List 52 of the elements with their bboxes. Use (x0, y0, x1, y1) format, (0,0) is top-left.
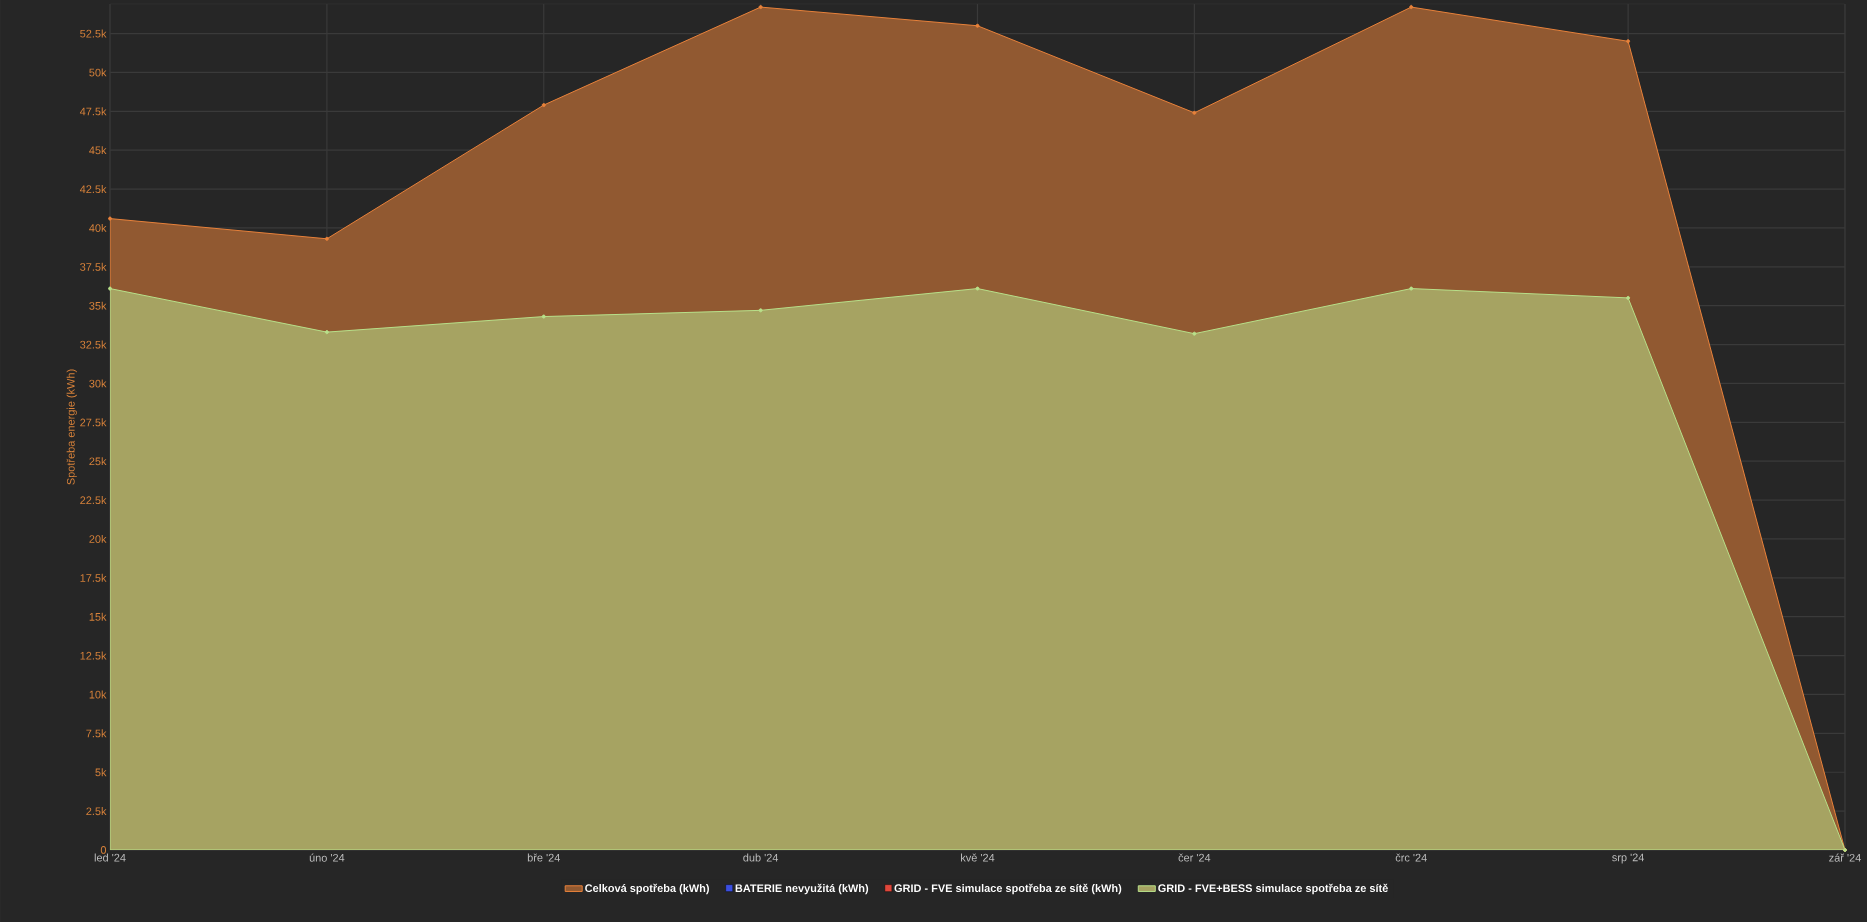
y-tick-label: 17.5k (80, 573, 107, 582)
legend-label: GRID - FVE+BESS simulace spotřeba ze sítě (1158, 883, 1388, 895)
x-tick-label: úno '24 (309, 853, 345, 862)
legend-label: GRID - FVE simulace spotřeba ze sítě (kWh) (894, 883, 1122, 895)
x-tick-label: zář '24 (1829, 853, 1861, 862)
y-tick-label: 52.5k (80, 29, 107, 38)
y-tick-label: 12.5k (80, 651, 107, 660)
point (1409, 286, 1414, 291)
x-tick-label: srp '24 (1612, 853, 1645, 864)
y-tick-label: 5k (95, 768, 107, 777)
x-tick-label: čer '24 (1178, 853, 1211, 862)
point (1192, 110, 1197, 115)
y-tick-label: 25k (89, 457, 107, 466)
point (758, 308, 763, 313)
point (324, 330, 329, 335)
point (541, 103, 546, 108)
x-tick-label: led '24 (94, 853, 126, 862)
y-tick-label: 22.5k (80, 496, 107, 505)
y-tick-label: 2.5k (86, 807, 107, 816)
point (1409, 5, 1414, 10)
x-tick-label: bře '24 (527, 853, 560, 862)
y-tick-label: 37.5k (80, 262, 107, 271)
x-tick-label: črc '24 (1395, 853, 1427, 862)
y-tick-label: 50k (89, 68, 107, 77)
y-tick-label: 15k (89, 612, 107, 621)
x-tick-label: dub '24 (743, 853, 779, 862)
point (758, 5, 763, 10)
point (975, 286, 980, 291)
x-tick-label: kvě '24 (961, 853, 995, 862)
point (1626, 295, 1631, 300)
y-tick-label: 10k (89, 690, 107, 699)
point (324, 236, 329, 241)
y-tick-label: 35k (89, 301, 107, 310)
y-tick-label: 27.5k (80, 418, 107, 427)
point (108, 216, 113, 221)
y-tick-label: 20k (89, 534, 107, 543)
y-tick-label: 0 (100, 846, 107, 854)
y-tick-label: 45k (89, 146, 107, 155)
y-tick-label: 30k (89, 379, 107, 388)
point (108, 286, 113, 291)
point (1192, 331, 1197, 336)
y-tick-label: 32.5k (80, 340, 107, 349)
y-tick-label: 42.5k (79, 185, 107, 194)
point (541, 314, 546, 319)
y-tick-label: 40k (89, 223, 107, 232)
point (1626, 39, 1631, 44)
y-tick-label: 7.5k (86, 729, 107, 738)
legend-label: Celková spotřeba (kWh) (585, 883, 709, 895)
legend-label: BATERIE nevyužitá (kWh) (735, 883, 869, 895)
y-axis-title: Spotřeba energie (kWh) (66, 369, 77, 485)
y-tick-label: 47.5k (79, 107, 107, 116)
point (975, 23, 980, 28)
